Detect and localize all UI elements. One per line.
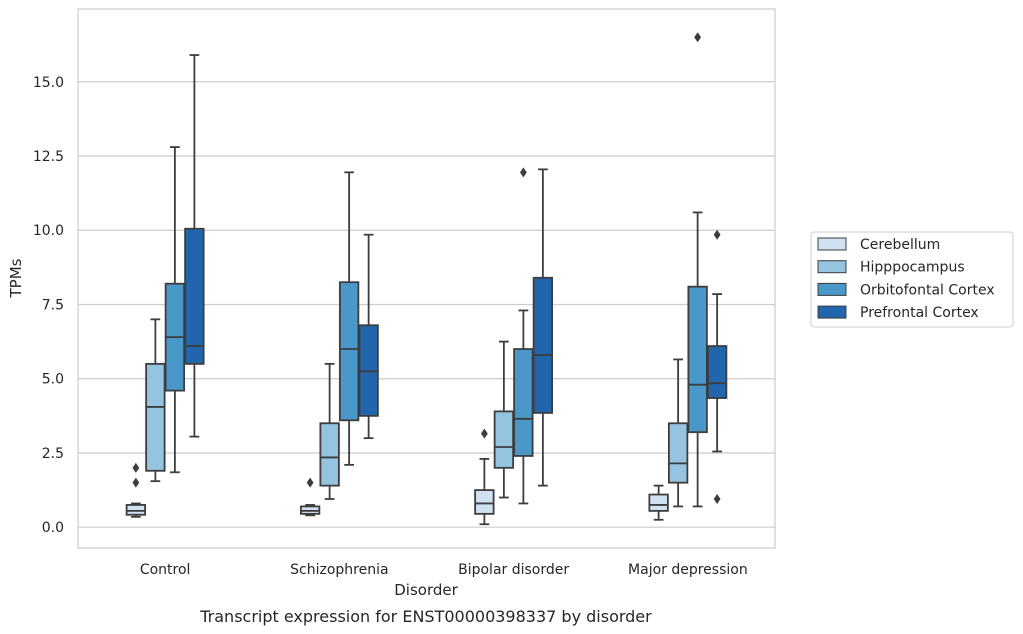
box-hipppocampus: [667, 358, 689, 508]
x-tick-label: Schizophrenia: [290, 562, 388, 578]
x-tick-label: Control: [140, 562, 191, 578]
plot-frame: [77, 8, 776, 549]
y-tick-label: 10.0: [33, 223, 64, 239]
y-tick-label: 12.5: [33, 149, 64, 165]
box-prefrontal-cortex: [532, 168, 554, 487]
iqr-box: [706, 345, 728, 399]
box-cerebellum: [648, 484, 669, 521]
x-tick-label: Bipolar disorder: [458, 562, 569, 578]
iqr-box: [319, 422, 340, 487]
box-prefrontal-cortex: [358, 233, 379, 440]
iqr-box: [493, 410, 515, 469]
box-hipppocampus: [145, 318, 166, 483]
outlier-point: [694, 32, 702, 43]
iqr-box: [184, 227, 205, 365]
iqr-box: [667, 422, 689, 484]
outlier-point: [480, 428, 488, 439]
box-prefrontal-cortex: [706, 229, 728, 504]
x-axis-ticks: Control Schizophrenia Bipolar disorder Majo…: [140, 562, 748, 578]
legend-swatch: [817, 282, 847, 296]
outlier-point: [519, 167, 527, 178]
outlier-point: [713, 494, 721, 504]
box-orbitofontal-cortex: [338, 171, 360, 466]
iqr-box: [513, 348, 534, 457]
iqr-box: [145, 362, 166, 472]
iqr-box: [648, 493, 669, 512]
box-hipppocampus: [493, 340, 515, 499]
box-cerebellum: [299, 477, 321, 517]
outlier-point: [132, 462, 140, 473]
box-cerebellum: [474, 428, 495, 526]
outlier-point: [306, 477, 314, 488]
box-orbitofontal-cortex: [513, 167, 534, 505]
x-axis-title: Disorder: [394, 581, 458, 599]
outlier-point: [132, 477, 140, 488]
box-cerebellum: [125, 462, 147, 518]
box-prefrontal-cortex: [184, 54, 205, 438]
legend-frame: [810, 231, 1014, 328]
iqr-box: [687, 285, 708, 434]
box-hipppocampus: [319, 362, 340, 500]
y-tick-label: 7.5: [42, 297, 64, 313]
y-tick-label: 15.0: [33, 75, 64, 91]
box-orbitofontal-cortex: [164, 146, 186, 474]
x-tick-label: Major depression: [628, 562, 748, 578]
chart-caption: Transcript expression for ENST0000039833…: [199, 607, 652, 626]
legend: Cerebellum Hipppocampus Orbitofontal Corte…: [810, 231, 1014, 328]
legend-label: Orbitofontal Cortex: [860, 282, 995, 298]
legend-swatch: [817, 260, 847, 274]
iqr-box: [532, 276, 554, 414]
outlier-point: [713, 229, 721, 240]
legend-label: Cerebellum: [860, 237, 940, 253]
box-orbitofontal-cortex: [687, 32, 708, 508]
y-tick-label: 5.0: [42, 372, 64, 388]
legend-label: Hipppocampus: [860, 260, 965, 276]
y-axis-title: TPMs: [7, 258, 25, 298]
legend-swatch: [817, 237, 847, 251]
y-axis-ticks: 0.0 2.5 5.0 7.5 10.0 12.5 15.0: [33, 75, 64, 536]
y-tick-label: 0.0: [42, 520, 64, 536]
iqr-box: [474, 489, 495, 515]
legend-label: Prefrontal Cortex: [860, 305, 979, 321]
box-plot-area: [125, 32, 728, 526]
legend-swatch: [817, 305, 847, 319]
iqr-box: [125, 504, 147, 516]
iqr-box: [338, 281, 360, 422]
y-tick-label: 2.5: [42, 446, 64, 462]
